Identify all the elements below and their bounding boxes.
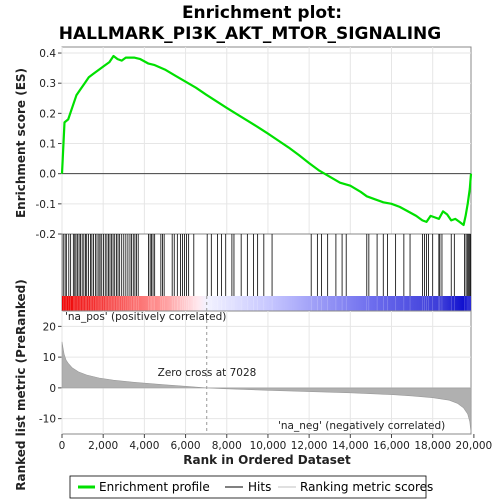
es-tick-label: 0.1 bbox=[39, 139, 56, 151]
x-tick-label: 12,000 bbox=[291, 440, 328, 452]
es-panel: -0.2 -0.1 0.0 0.1 0.2 0.3 0.4 bbox=[36, 46, 473, 241]
es-tick-label: 0.0 bbox=[39, 169, 56, 181]
x-tick-label: 4,000 bbox=[129, 440, 159, 452]
metric-tick-label: 20 bbox=[43, 321, 56, 333]
x-tick-label: 8,000 bbox=[212, 440, 242, 452]
x-tick-label: 2,000 bbox=[88, 440, 118, 452]
legend-label-hits: Hits bbox=[248, 480, 271, 494]
x-tick-label: 14,000 bbox=[332, 440, 369, 452]
metric-panel: -10 0 10 20 0 2,000 4,000 6,000 8,000 10,000 12,00… bbox=[39, 296, 492, 452]
chart-title-line2: HALLMARK_PI3K_AKT_MTOR_SIGNALING bbox=[59, 24, 441, 44]
x-tick-label: 16,000 bbox=[373, 440, 410, 452]
x-axis-label: Rank in Ordered Dataset bbox=[183, 453, 351, 467]
metric-plot-frame bbox=[61, 310, 472, 435]
es-axis-label: Enrichment score (ES) bbox=[14, 68, 28, 218]
x-tick-label: 18,000 bbox=[414, 440, 451, 452]
legend-label-enrichment: Enrichment profile bbox=[99, 480, 210, 494]
es-tick-label: -0.1 bbox=[36, 199, 57, 211]
es-tick-label: 0.4 bbox=[39, 48, 56, 60]
x-tick-label: 0 bbox=[59, 440, 66, 452]
positive-correlated-label: 'na_pos' (positively correlated) bbox=[65, 311, 226, 323]
enrichment-profile-line bbox=[60, 54, 473, 227]
metric-tick-label: 0 bbox=[49, 383, 56, 395]
es-plot-frame bbox=[61, 46, 472, 235]
x-tick-label: 10,000 bbox=[250, 440, 287, 452]
rank-gradient-bar bbox=[62, 296, 471, 311]
metric-axis-label: Ranked list metric (PreRanked) bbox=[14, 279, 28, 491]
chart-title-line1: Enrichment plot: bbox=[182, 3, 342, 23]
legend: Enrichment profile Hits Ranking metric s… bbox=[69, 475, 433, 499]
x-tick-label: 20,000 bbox=[456, 440, 493, 452]
x-tick-label: 6,000 bbox=[171, 440, 201, 452]
zero-cross-label: Zero cross at 7028 bbox=[158, 367, 257, 379]
metric-tick-label: 10 bbox=[43, 352, 56, 364]
hits-panel bbox=[61, 233, 472, 312]
negative-correlated-label: 'na_neg' (negatively correlated) bbox=[278, 420, 445, 432]
es-tick-label: 0.3 bbox=[39, 78, 56, 90]
legend-label-metric: Ranking metric scores bbox=[300, 480, 433, 494]
es-tick-label: 0.2 bbox=[39, 108, 56, 120]
metric-tick-label: -10 bbox=[39, 414, 56, 426]
ranking-metric-area bbox=[61, 341, 472, 433]
es-tick-label: -0.2 bbox=[36, 229, 57, 241]
legend-box bbox=[69, 475, 427, 499]
